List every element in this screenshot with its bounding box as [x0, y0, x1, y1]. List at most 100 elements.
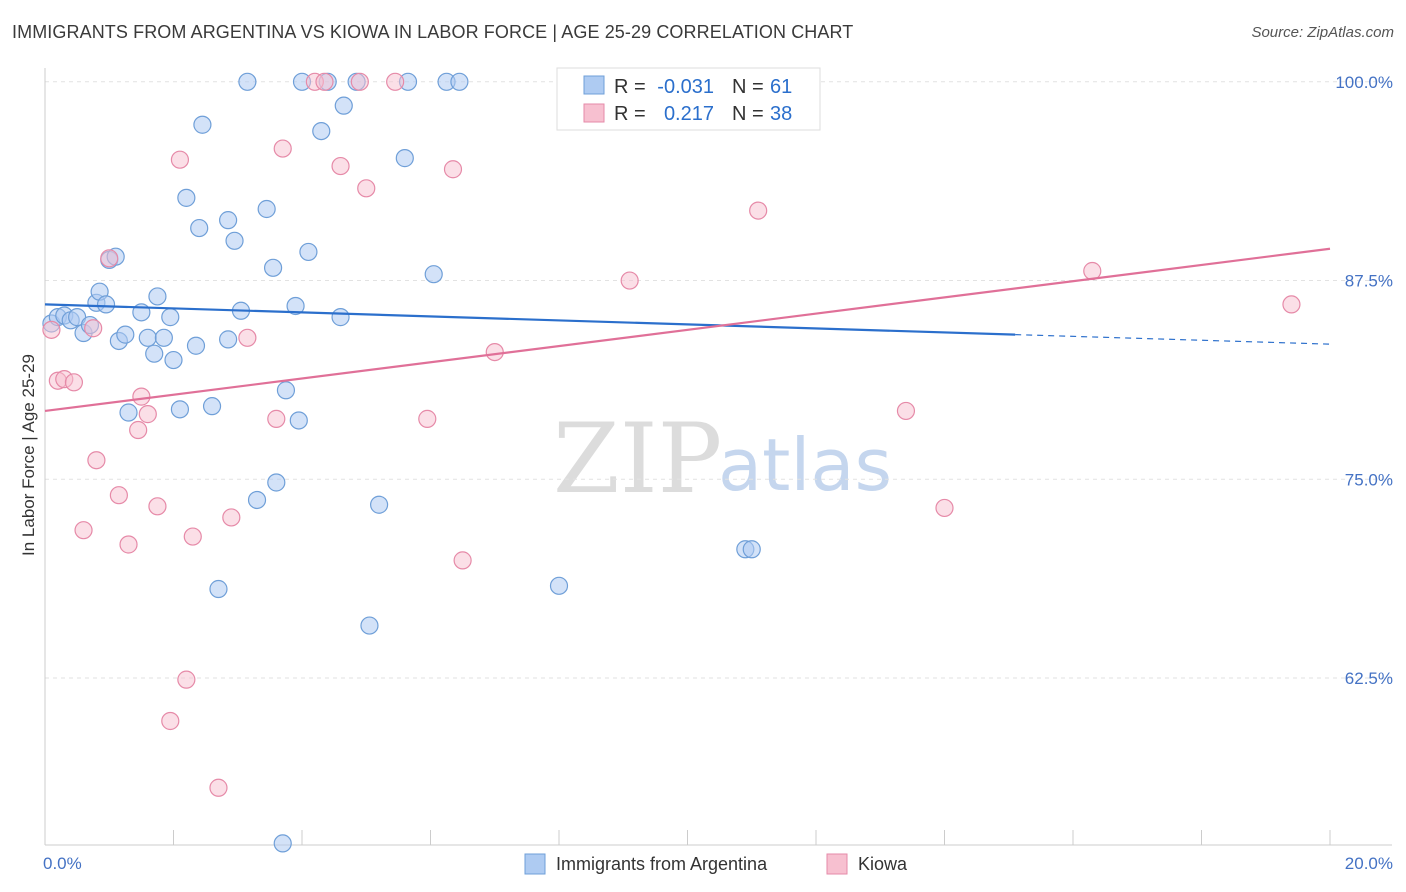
argentina-point	[334, 96, 353, 115]
kiowa-trend-line	[44, 247, 1331, 413]
kiowa-point	[170, 150, 190, 169]
kiowa-point	[119, 535, 138, 554]
kiowa-point	[453, 551, 472, 570]
kiowa-point	[42, 320, 61, 339]
source-credit: Source: ZipAtlas.com	[1251, 24, 1394, 41]
argentina-point	[450, 72, 469, 91]
y-tick-label: 87.5%	[1345, 272, 1393, 291]
kiowa-r-label: R =	[614, 103, 646, 125]
argentina-point	[257, 199, 276, 219]
x-tick-labels: 0.0% 20.0%	[43, 854, 1393, 873]
kiowa-point	[161, 711, 180, 731]
kiowa-point	[935, 498, 954, 518]
argentina-point	[186, 336, 206, 355]
y-tick-labels: 62.5% 75.0% 87.5% 100.0%	[1335, 73, 1393, 688]
kiowa-swatch	[583, 103, 605, 123]
kiowa-point	[87, 451, 106, 470]
argentina-point	[164, 350, 183, 370]
kiowa-point	[357, 179, 376, 198]
kiowa-point	[64, 373, 84, 392]
legend-kiowa-swatch	[826, 853, 848, 875]
argentina-point	[370, 495, 389, 514]
grid-lines	[45, 81, 1392, 679]
argentina-n-label: N =	[732, 76, 764, 98]
series-kiowa-points	[42, 72, 1301, 797]
argentina-point	[219, 211, 238, 230]
argentina-point	[219, 330, 238, 349]
argentina-point	[286, 296, 305, 316]
kiowa-point	[331, 156, 350, 176]
y-tick-label: 75.0%	[1345, 470, 1393, 489]
kiowa-point	[273, 139, 292, 158]
kiowa-n-label: N =	[732, 103, 764, 125]
argentina-point	[148, 287, 167, 306]
argentina-point	[154, 328, 173, 347]
kiowa-point	[238, 328, 257, 347]
argentina-point	[289, 411, 308, 430]
stats-legend: R = -0.031 N = 61 R = 0.217 N = 38	[556, 67, 821, 131]
argentina-swatch	[583, 75, 605, 95]
kiowa-point	[222, 508, 241, 527]
axes	[44, 68, 1392, 846]
kiowa-point	[148, 497, 167, 516]
argentina-point	[360, 616, 379, 635]
watermark: ZIP atlas	[553, 403, 892, 515]
argentina-point	[161, 308, 180, 327]
kiowa-point	[177, 670, 196, 689]
argentina-point	[238, 72, 257, 91]
watermark-zip: ZIP	[553, 403, 722, 515]
kiowa-point	[100, 249, 119, 268]
argentina-point	[170, 400, 190, 419]
y-axis-label: In Labor Force | Age 25-29	[19, 354, 38, 556]
argentina-point	[299, 242, 318, 262]
kiowa-r-value: 0.217	[664, 103, 714, 125]
argentina-point	[742, 540, 761, 559]
legend-kiowa-label: Kiowa	[858, 854, 908, 874]
argentina-point	[273, 834, 292, 853]
kiowa-point	[443, 160, 463, 179]
kiowa-point	[84, 319, 103, 338]
argentina-point	[247, 490, 267, 510]
argentina-r-label: R =	[614, 76, 646, 98]
legend-argentina-swatch	[524, 853, 546, 875]
kiowa-point	[315, 72, 334, 91]
argentina-point	[202, 397, 222, 416]
x-tick-label: 0.0%	[43, 854, 82, 873]
y-tick-label: 100.0%	[1335, 73, 1393, 92]
x-tick-label: 20.0%	[1345, 854, 1393, 873]
argentina-n-value: 61	[770, 76, 792, 98]
kiowa-point	[485, 343, 504, 362]
argentina-point	[225, 231, 244, 250]
legend-argentina-label: Immigrants from Argentina	[556, 854, 768, 874]
argentina-point	[276, 381, 296, 400]
kiowa-point	[74, 521, 93, 540]
argentina-point	[209, 579, 228, 599]
kiowa-point	[418, 409, 437, 428]
argentina-trend-line	[44, 303, 1016, 336]
argentina-point	[145, 344, 164, 363]
argentina-point	[193, 115, 212, 134]
kiowa-point	[109, 486, 128, 505]
argentina-point	[312, 121, 331, 141]
argentina-point	[119, 403, 138, 422]
argentina-point	[177, 188, 196, 207]
series-argentina-points	[42, 72, 761, 853]
argentina-point	[190, 218, 209, 238]
argentina-point	[395, 149, 414, 168]
kiowa-point	[132, 387, 151, 406]
kiowa-point	[209, 778, 228, 797]
watermark-atlas: atlas	[718, 423, 892, 507]
kiowa-point	[896, 401, 916, 421]
argentina-r-value: -0.031	[657, 76, 714, 98]
argentina-point	[549, 576, 569, 595]
kiowa-point	[129, 420, 148, 440]
kiowa-point	[1282, 295, 1301, 314]
kiowa-point	[620, 271, 639, 290]
kiowa-point	[267, 409, 286, 428]
argentina-point	[116, 325, 135, 344]
argentina-point	[96, 295, 116, 314]
series-legend: Immigrants from Argentina Kiowa	[524, 853, 908, 875]
argentina-point	[267, 473, 286, 492]
kiowa-point	[749, 201, 768, 220]
